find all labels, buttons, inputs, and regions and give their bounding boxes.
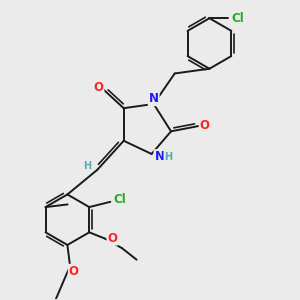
Text: N: N (149, 92, 159, 105)
Text: O: O (107, 232, 117, 244)
Text: O: O (93, 81, 103, 94)
Text: H: H (164, 152, 172, 162)
Text: Cl: Cl (231, 12, 244, 25)
Text: O: O (200, 118, 210, 131)
Text: N: N (154, 150, 164, 163)
Text: Cl: Cl (113, 193, 126, 206)
Text: O: O (69, 265, 79, 278)
Text: H: H (83, 160, 91, 170)
